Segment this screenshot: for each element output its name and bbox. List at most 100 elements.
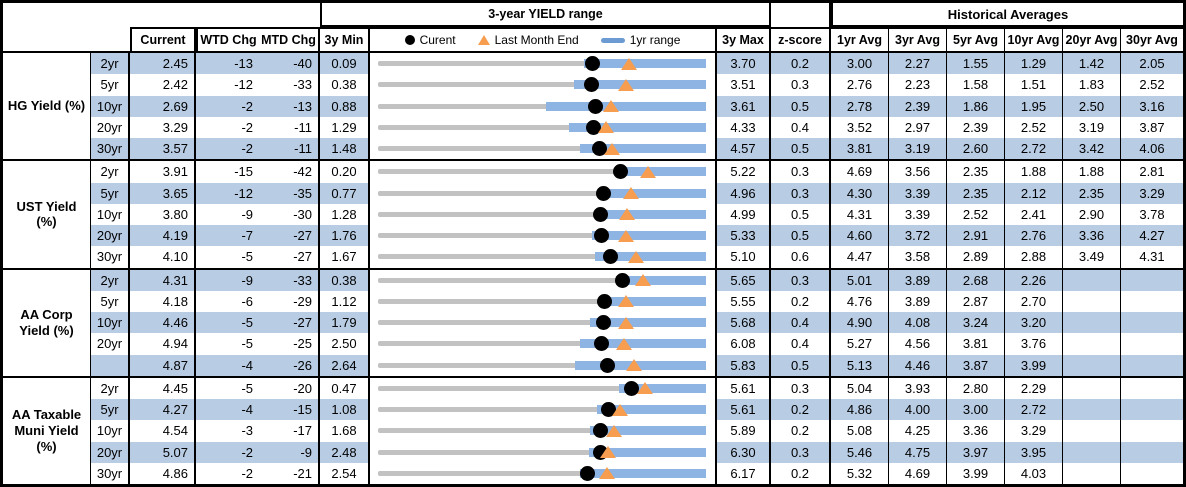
- 3yr-avg-value: 3.19: [889, 138, 947, 160]
- 5yr-avg-value: 2.35: [947, 182, 1005, 204]
- last-month-marker-icon: [611, 403, 628, 416]
- last-month-marker-icon: [617, 316, 634, 329]
- tenor-label: 20yr: [91, 333, 130, 355]
- current-marker-icon: [584, 56, 600, 72]
- 3yr-avg-value: 4.00: [889, 399, 947, 421]
- header-spacer-zscore: [771, 3, 831, 27]
- min-3y-value: 1.48: [320, 138, 370, 160]
- 3yr-avg-value: 4.56: [889, 333, 947, 355]
- max-3y-value: 5.22: [717, 161, 771, 183]
- z-score-value: 0.5: [771, 95, 831, 117]
- mtd-chg-value: -9: [259, 441, 320, 463]
- 1yr-avg-value: 4.47: [831, 246, 889, 268]
- z-score-value: 0.3: [771, 161, 831, 183]
- 10yr-avg-value: 1.88: [1005, 161, 1063, 183]
- 10yr-avg-value: 2.26: [1005, 269, 1063, 291]
- last-month-marker-icon: [618, 78, 635, 91]
- range-chart: [370, 312, 717, 334]
- wtd-chg-value: -12: [196, 182, 259, 204]
- one-year-range-bar: [568, 122, 706, 132]
- 20yr-avg-value: 3.19: [1063, 116, 1121, 138]
- 30yr-avg-value: 4.06: [1121, 138, 1183, 160]
- 3yr-avg-value: 3.39: [889, 182, 947, 204]
- 30yr-avg-value: [1121, 291, 1183, 312]
- 1yr-avg-value: 2.78: [831, 95, 889, 117]
- 3yr-avg-value: 2.23: [889, 74, 947, 96]
- mtd-chg-value: -11: [259, 116, 320, 138]
- one-year-range-bar: [580, 339, 706, 349]
- range-track: [378, 449, 706, 455]
- range-chart: [370, 354, 717, 376]
- wtd-chg-value: -2: [196, 95, 259, 117]
- tenor-label: 30yr: [91, 138, 130, 160]
- 30yr-avg-value: 3.16: [1121, 95, 1183, 117]
- last-month-marker-icon: [616, 337, 633, 350]
- z-score-value: 0.2: [771, 290, 831, 312]
- 5yr-avg-value: 2.60: [947, 138, 1005, 160]
- mtd-chg-value: -25: [259, 333, 320, 355]
- 20yr-avg-value: [1063, 441, 1121, 463]
- range-chart: [370, 225, 717, 247]
- range-plot: [378, 74, 706, 95]
- wtd-chg-value: -13: [196, 53, 259, 75]
- range-track: [378, 146, 706, 152]
- 5yr-avg-value: 3.87: [947, 354, 1005, 376]
- current-value: 4.18: [130, 290, 196, 312]
- 5yr-avg-value: 2.89: [947, 246, 1005, 268]
- current-value: 3.65: [130, 182, 196, 204]
- wtd-chg-value: -5: [241, 336, 253, 352]
- range-track: [378, 385, 706, 391]
- 5yr-avg-value: 2.91: [947, 225, 1005, 247]
- max-3y-value: 4.99: [717, 203, 771, 225]
- table-body: HG Yield (%) 2yr 2.45 -13 -40 0.09 3.70 0.2 3.00…: [3, 53, 1183, 484]
- range-track: [378, 169, 706, 175]
- current-marker-icon: [593, 206, 609, 222]
- current-marker-icon: [593, 423, 609, 439]
- range-track: [378, 61, 706, 67]
- 30yr-avg-value: 4.31: [1139, 249, 1165, 265]
- 10yr-avg-value: 2.72: [1005, 138, 1063, 160]
- 5yr-avg-value: 2.87: [947, 290, 1005, 312]
- range-plot: [378, 225, 706, 246]
- 10yr-avg-value: 2.29: [1005, 377, 1063, 399]
- table-group: AA Taxable Muni Yield (%) 2yr 4.45 -5 -20 0.4…: [3, 375, 1183, 484]
- max-3y-value: 4.33: [717, 116, 771, 138]
- range-plot: [378, 378, 706, 399]
- range-plot: [378, 399, 706, 420]
- current-value: 4.87: [130, 354, 196, 376]
- max-3y-value: 6.08: [717, 333, 771, 355]
- range-plot: [378, 420, 706, 441]
- wtd-chg-value: -7: [196, 225, 259, 247]
- 20yr-avg-value: [1063, 462, 1121, 484]
- tenor-label: 2yr: [91, 377, 130, 399]
- 10yr-avg-value: 3.95: [1005, 441, 1063, 463]
- 5yr-avg-value: 1.58: [947, 74, 1005, 96]
- range-section-title: 3-year YIELD range: [320, 3, 771, 27]
- 3yr-avg-value: 3.72: [889, 225, 947, 247]
- table-header: 3-year YIELD range Historical Averages C…: [3, 3, 1183, 53]
- z-score-value: 0.6: [771, 246, 831, 268]
- range-track: [378, 254, 706, 260]
- current-value: 3.29: [130, 116, 196, 138]
- current-value: 5.07: [130, 441, 196, 463]
- one-year-range-bar: [618, 383, 706, 393]
- current-marker-icon: [580, 465, 596, 481]
- range-plot: [378, 463, 706, 484]
- 5yr-avg-value: 3.00: [947, 399, 1005, 421]
- 1yr-avg-value: 5.27: [831, 333, 889, 355]
- 30yr-avg-value: [1121, 420, 1183, 441]
- 3yr-avg-value: 4.25: [889, 420, 947, 442]
- min-3y-value: 1.29: [320, 116, 370, 138]
- z-score-value: 0.5: [771, 203, 831, 225]
- current-marker-icon: [593, 228, 609, 244]
- max-3y-value: 4.96: [717, 182, 771, 204]
- range-chart: [370, 269, 717, 291]
- column-header-mtd-chg: MTD Chg: [259, 27, 320, 51]
- range-plot: [378, 246, 706, 267]
- min-3y-value: 0.77: [320, 182, 370, 204]
- 10yr-avg-value: 3.99: [1005, 354, 1063, 376]
- 1yr-avg-value: 5.08: [831, 420, 889, 442]
- column-header-5yr-avg: 5yr Avg: [947, 27, 1005, 51]
- one-year-range-bar: [599, 296, 706, 306]
